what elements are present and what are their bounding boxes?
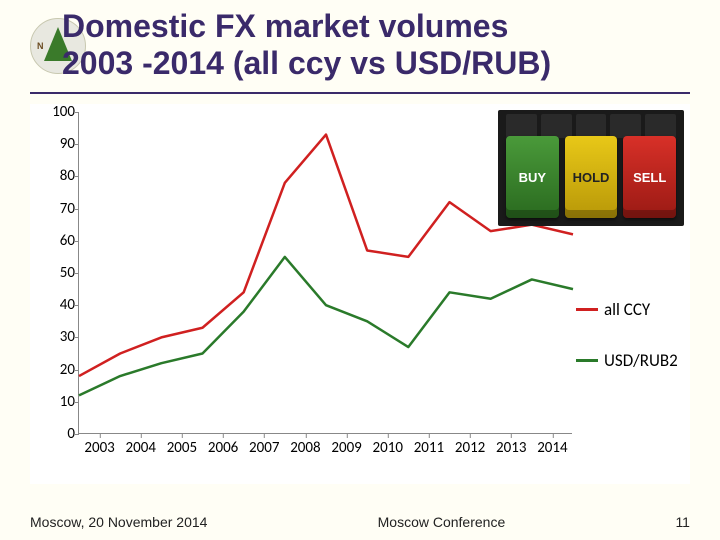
slide-title: Domestic FX market volumes 2003 -2014 (a… — [30, 8, 690, 82]
key-hold: HOLD — [565, 136, 618, 218]
footer-center: Moscow Conference — [378, 514, 506, 530]
legend-item: USD/RUB2 — [576, 350, 684, 371]
x-tick: 2009 — [331, 439, 361, 457]
x-tick: 2012 — [455, 439, 485, 457]
legend-item: all CCY — [576, 299, 684, 320]
footer-right: 11 — [675, 514, 690, 530]
x-tick: 2007 — [249, 439, 279, 457]
series-line — [79, 257, 573, 395]
title-line-2: 2003 -2014 (all ccy vs USD/RUB) — [62, 45, 690, 82]
key-buy: BUY — [506, 136, 559, 218]
title-underline — [30, 92, 690, 94]
x-tick: 2014 — [537, 439, 567, 457]
legend-swatch — [576, 359, 598, 362]
x-tick: 2008 — [290, 439, 320, 457]
x-tick: 2006 — [208, 439, 238, 457]
key-sell: SELL — [623, 136, 676, 218]
buy-hold-sell-image: BUY HOLD SELL — [498, 110, 684, 226]
x-tick: 2011 — [414, 439, 444, 457]
chart-container: 0102030405060708090100200320042005200620… — [30, 104, 690, 484]
x-tick: 2013 — [496, 439, 526, 457]
x-tick: 2010 — [373, 439, 403, 457]
legend-swatch — [576, 308, 598, 311]
footer-left: Moscow, 20 November 2014 — [30, 514, 207, 530]
x-tick: 2005 — [167, 439, 197, 457]
x-tick: 2004 — [126, 439, 156, 457]
legend-label: all CCY — [604, 299, 650, 320]
title-line-1: Domestic FX market volumes — [62, 8, 690, 45]
footer: Moscow, 20 November 2014 Moscow Conferen… — [30, 514, 690, 530]
legend: all CCY USD/RUB2 — [576, 299, 684, 401]
x-tick: 2003 — [84, 439, 114, 457]
legend-label: USD/RUB2 — [604, 350, 678, 371]
